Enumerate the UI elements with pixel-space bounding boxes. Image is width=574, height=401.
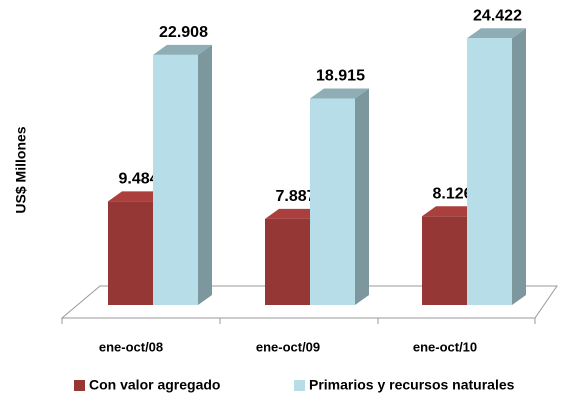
legend-label: Con valor agregado bbox=[89, 377, 220, 393]
x-tick-label: ene-oct/09 bbox=[256, 339, 320, 354]
bar bbox=[422, 216, 467, 305]
bar-top bbox=[265, 208, 324, 219]
bar bbox=[108, 201, 153, 305]
data-label: 8.126 bbox=[432, 185, 472, 202]
floor-ticks bbox=[61, 318, 536, 324]
bar-top bbox=[108, 191, 167, 202]
bar-side bbox=[198, 44, 212, 306]
bar-top bbox=[310, 88, 369, 99]
x-tick-label: ene-oct/10 bbox=[413, 339, 477, 354]
data-label: 7.887 bbox=[275, 188, 315, 205]
data-label: 9.484 bbox=[118, 171, 158, 188]
bar-top bbox=[467, 28, 526, 39]
bar bbox=[153, 54, 198, 306]
y-axis-label: US$ Millones bbox=[13, 126, 29, 213]
legend-label: Primarios y recursos naturales bbox=[309, 377, 515, 393]
data-label: 22.908 bbox=[159, 24, 208, 41]
x-tick-label: ene-oct/08 bbox=[99, 339, 163, 354]
legend-swatch bbox=[294, 380, 305, 391]
data-label: 18.915 bbox=[316, 68, 365, 85]
bar-side bbox=[512, 28, 526, 305]
bar bbox=[265, 218, 310, 305]
bar bbox=[310, 98, 355, 305]
legend-swatch bbox=[74, 380, 85, 391]
bar bbox=[467, 38, 512, 305]
bar-side bbox=[355, 88, 369, 305]
bar-top bbox=[153, 44, 212, 55]
data-label: 24.422 bbox=[473, 8, 522, 25]
bar-top bbox=[422, 206, 481, 217]
